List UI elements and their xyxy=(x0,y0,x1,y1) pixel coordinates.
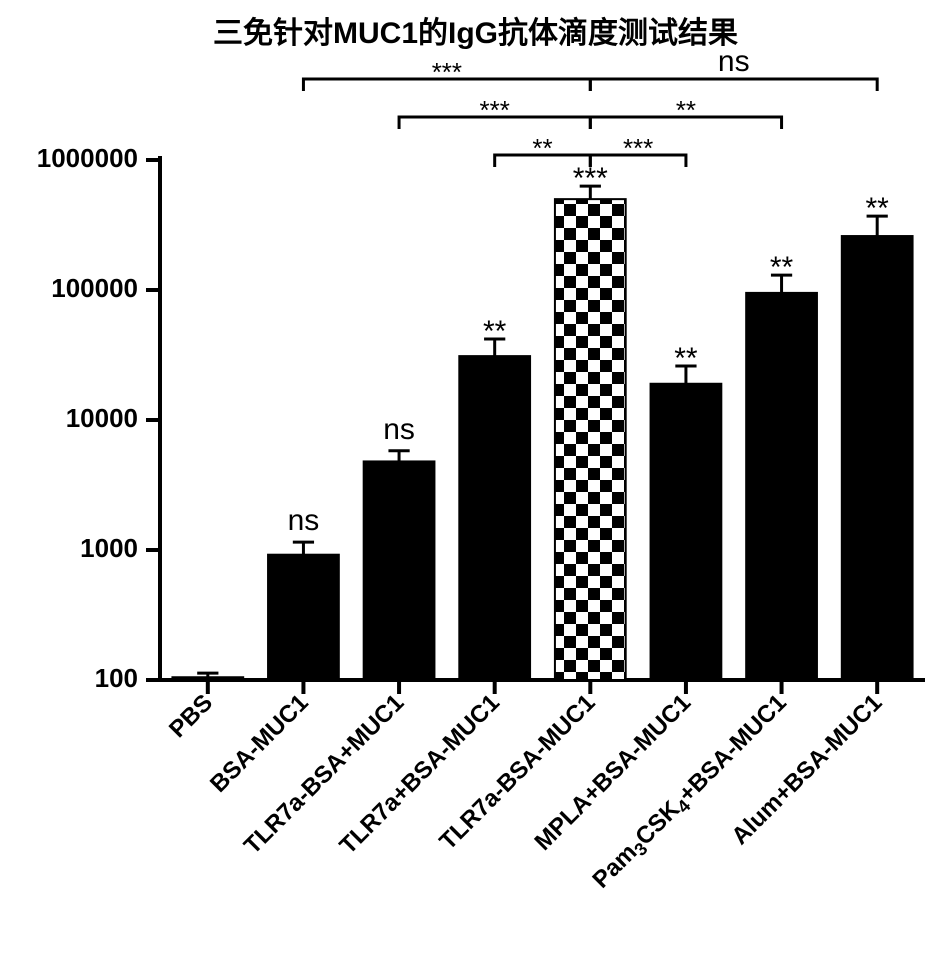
bar xyxy=(746,293,817,680)
y-tick-label: 1000 xyxy=(80,533,138,563)
bar xyxy=(842,236,913,680)
y-tick-label: 1000000 xyxy=(37,143,138,173)
bars xyxy=(172,186,912,680)
bar xyxy=(364,461,435,680)
bar-significance: ** xyxy=(483,315,507,348)
bar-chart: 1001000100001000001000000 nsns**********… xyxy=(0,0,951,976)
y-tick-label: 10000 xyxy=(66,403,138,433)
x-tick-label: Pam3CSK4+BSA-MUC1 xyxy=(587,689,793,895)
bar xyxy=(555,199,626,680)
bar xyxy=(459,356,530,680)
comparison-label: ** xyxy=(676,95,696,125)
comparison-label: ** xyxy=(532,133,552,163)
chart-title: 三免针对MUC1的IgG抗体滴度测试结果 xyxy=(0,8,951,52)
x-tick-label: PBS xyxy=(164,689,218,743)
comparison-bracket xyxy=(590,79,877,91)
comparison-label: *** xyxy=(480,95,510,125)
x-tick-label: TLR7a-BSA-MUC1 xyxy=(434,689,600,855)
bar-significance: ** xyxy=(770,251,794,284)
comparison-brackets: *************ns xyxy=(303,45,877,167)
x-tick-label: TLR7a-BSA+MUC1 xyxy=(239,689,409,859)
bar-significance: ns xyxy=(288,504,320,537)
bar-significance: ns xyxy=(383,413,415,446)
y-tick-label: 100000 xyxy=(51,273,138,303)
bar-significance: ** xyxy=(866,192,890,225)
y-tick-label: 100 xyxy=(95,663,138,693)
bar-significance: *** xyxy=(573,162,608,195)
bar-significance: ** xyxy=(674,342,698,375)
bar xyxy=(651,384,722,680)
x-tick-label: MPLA+BSA-MUC1 xyxy=(530,689,697,856)
comparison-label: *** xyxy=(623,133,653,163)
bar xyxy=(172,677,243,680)
x-tick-label: TLR7a+BSA-MUC1 xyxy=(334,689,504,859)
comparison-label: *** xyxy=(432,57,462,87)
bar xyxy=(268,555,339,680)
x-axis-labels: PBSBSA-MUC1TLR7a-BSA+MUC1TLR7a+BSA-MUC1T… xyxy=(164,689,887,895)
